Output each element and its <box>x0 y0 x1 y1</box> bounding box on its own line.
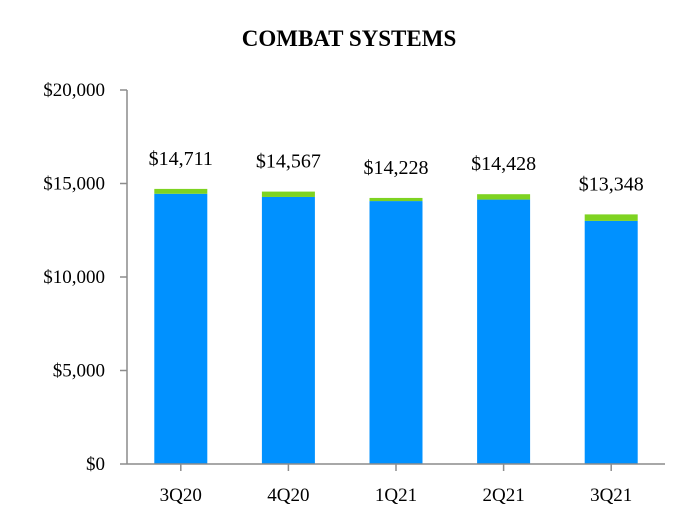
y-tick-label: $10,000 <box>43 267 105 288</box>
x-axis: 3Q20 4Q20 1Q21 2Q21 3Q21 <box>127 463 665 506</box>
x-tick-label: 1Q21 <box>375 485 417 506</box>
x-tick-label: 3Q21 <box>590 485 632 506</box>
bar-total-label: $14,567 <box>256 151 321 173</box>
bar-segment-top <box>261 191 315 197</box>
bar-segment-main <box>261 196 315 465</box>
bar-segment-main <box>477 199 531 464</box>
bar-total-label: $14,228 <box>364 157 429 179</box>
y-tick-label: $15,000 <box>43 174 105 195</box>
bar-segment-main <box>369 201 423 464</box>
bar-segment-top <box>477 194 531 200</box>
y-tick-label: $5,000 <box>53 361 105 382</box>
x-tick-label: 3Q20 <box>160 485 202 506</box>
bar-segment-top <box>369 197 423 202</box>
x-tick-label: 4Q20 <box>267 485 309 506</box>
data-labels: $14,711 $14,567 $14,228 $14,428 $13,348 <box>149 148 644 195</box>
bar-total-label: $13,348 <box>579 173 644 195</box>
y-tick-label: $20,000 <box>43 80 105 101</box>
bar-segment-top <box>584 214 638 221</box>
y-axis: $0 $5,000 $10,000 $15,000 $20,000 <box>43 80 128 475</box>
bar-segment-main <box>584 220 638 464</box>
bar-total-label: $14,711 <box>149 148 213 170</box>
x-tick-label: 2Q21 <box>482 485 524 506</box>
bars <box>154 188 638 465</box>
bar-segment-main <box>154 193 208 464</box>
chart-title: COMBAT SYSTEMS <box>241 26 457 51</box>
y-tick-label: $0 <box>86 454 105 475</box>
bar-total-label: $14,428 <box>471 153 536 175</box>
bar-segment-top <box>154 188 208 194</box>
